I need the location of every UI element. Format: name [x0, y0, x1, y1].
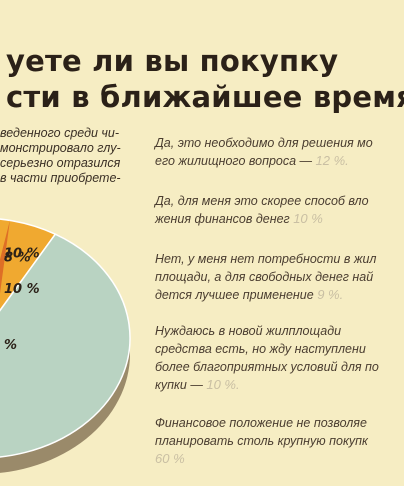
pie-side — [0, 338, 130, 473]
pie-slice — [0, 218, 57, 312]
pie-slice-label: % — [4, 338, 17, 353]
answer-line: Да, для меня это скорее способ вло — [155, 194, 369, 208]
answer-5: Финансовое положение не позволяе планиро… — [155, 414, 368, 468]
answer-line: более благоприятных условий для по — [155, 360, 379, 374]
answer-line: Нуждаюсь в новой жилплощади — [155, 324, 342, 338]
pie-slice-label: 10 % — [4, 247, 40, 262]
pie-slice-label: 10 % — [4, 282, 40, 297]
pie-slice — [0, 233, 131, 458]
pie-slice-label: 8 % — [4, 251, 31, 266]
answer-line: Нет, у меня нет потребности в жил — [155, 252, 377, 266]
title-line-2: сти в ближайшее время? — [6, 80, 404, 114]
answer-1: Да, это необходимо для решения мо его жи… — [155, 134, 373, 170]
answer-percent: 10 % — [293, 211, 323, 226]
intro-line: серьезно отразился — [0, 156, 121, 170]
answer-4: Нуждаюсь в новой жилплощади средства ест… — [155, 322, 379, 394]
answer-line: средства есть, но жду наступлени — [155, 342, 366, 356]
answer-percent: 10 %. — [206, 377, 240, 392]
intro-line: веденного среди чи- — [0, 126, 120, 140]
answer-line: 60 % — [155, 450, 368, 468]
answer-line: его жилищного вопроса — 12 %. — [155, 153, 349, 168]
answer-percent: 60 % — [155, 451, 185, 466]
answer-percent: 12 %. — [315, 153, 349, 168]
pie-shadow-wedge — [0, 220, 10, 294]
answer-line: дется лучшее применение 9 %. — [155, 287, 344, 302]
intro-text: веденного среди чи- монстрировало глу- с… — [0, 126, 138, 186]
intro-line: монстрировало глу- — [0, 141, 121, 155]
answer-2: Да, для меня это скорее способ вло жения… — [155, 192, 369, 228]
answer-line: Да, это необходимо для решения мо — [155, 136, 373, 150]
answer-line: площади, а для свободных денег най — [155, 270, 374, 284]
answer-line: купки — 10 %. — [155, 377, 240, 392]
answer-line: жения финансов денег 10 % — [155, 211, 323, 226]
answer-line: Финансовое положение не позволяе — [155, 416, 367, 430]
title-line-1: уете ли вы покупку — [6, 44, 339, 78]
answer-percent: 9 %. — [317, 287, 344, 302]
intro-line: в части приобрете- — [0, 171, 121, 185]
answer-line: планировать столь крупную покупк — [155, 434, 368, 448]
answer-3: Нет, у меня нет потребности в жил площад… — [155, 250, 376, 304]
